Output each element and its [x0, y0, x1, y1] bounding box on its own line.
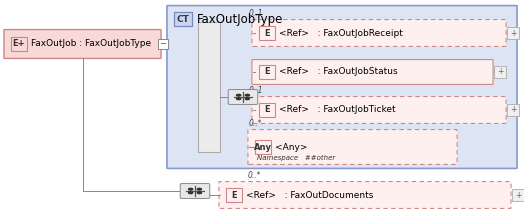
Text: −: − — [159, 40, 167, 49]
FancyBboxPatch shape — [219, 181, 511, 208]
Circle shape — [236, 94, 241, 96]
FancyBboxPatch shape — [228, 89, 258, 104]
Text: 0..*: 0..* — [249, 119, 263, 128]
Bar — [259, 26, 275, 40]
Bar — [512, 189, 524, 201]
Bar — [507, 104, 519, 116]
Bar — [259, 103, 275, 117]
Text: <Ref>   : FaxOutJobReceipt: <Ref> : FaxOutJobReceipt — [279, 28, 403, 37]
Text: <Ref>   : FaxOutDocuments: <Ref> : FaxOutDocuments — [246, 190, 374, 199]
Text: E: E — [264, 28, 270, 37]
Bar — [259, 65, 275, 79]
Text: <Ref>   : FaxOutJobStatus: <Ref> : FaxOutJobStatus — [279, 67, 398, 76]
Circle shape — [245, 98, 249, 100]
Text: E: E — [231, 190, 237, 199]
Circle shape — [198, 188, 201, 190]
Text: +: + — [497, 67, 503, 76]
Text: Namespace   ##other: Namespace ##other — [257, 155, 335, 161]
Text: FaxOutJob : FaxOutJobType: FaxOutJob : FaxOutJobType — [31, 40, 151, 49]
Circle shape — [198, 192, 201, 194]
Bar — [507, 27, 519, 39]
Text: 0..1: 0..1 — [249, 9, 264, 18]
Text: <Ref>   : FaxOutJobTicket: <Ref> : FaxOutJobTicket — [279, 106, 396, 114]
Bar — [255, 140, 271, 154]
FancyBboxPatch shape — [167, 6, 517, 168]
FancyBboxPatch shape — [4, 30, 161, 58]
FancyBboxPatch shape — [252, 59, 493, 85]
FancyBboxPatch shape — [248, 129, 457, 164]
Circle shape — [189, 188, 193, 190]
Text: E: E — [264, 106, 270, 114]
Bar — [174, 12, 192, 26]
Text: E+: E+ — [13, 40, 25, 49]
Bar — [198, 22, 220, 152]
Text: +: + — [510, 28, 516, 37]
FancyBboxPatch shape — [252, 19, 506, 46]
Text: CT: CT — [177, 15, 190, 24]
Circle shape — [245, 94, 249, 96]
Bar — [494, 66, 506, 78]
Bar — [158, 39, 168, 49]
Text: Any: Any — [254, 143, 272, 152]
Text: +: + — [515, 190, 521, 199]
Bar — [226, 188, 242, 202]
FancyBboxPatch shape — [252, 97, 506, 123]
FancyBboxPatch shape — [180, 184, 210, 198]
Text: 0..*: 0..* — [248, 171, 261, 180]
Text: E: E — [264, 67, 270, 76]
Text: FaxOutJobType: FaxOutJobType — [197, 12, 283, 25]
Bar — [11, 37, 27, 51]
Circle shape — [236, 98, 241, 100]
Circle shape — [189, 192, 193, 194]
Text: 0..1: 0..1 — [249, 86, 264, 95]
Text: <Any>: <Any> — [275, 143, 308, 152]
Text: +: + — [510, 106, 516, 114]
